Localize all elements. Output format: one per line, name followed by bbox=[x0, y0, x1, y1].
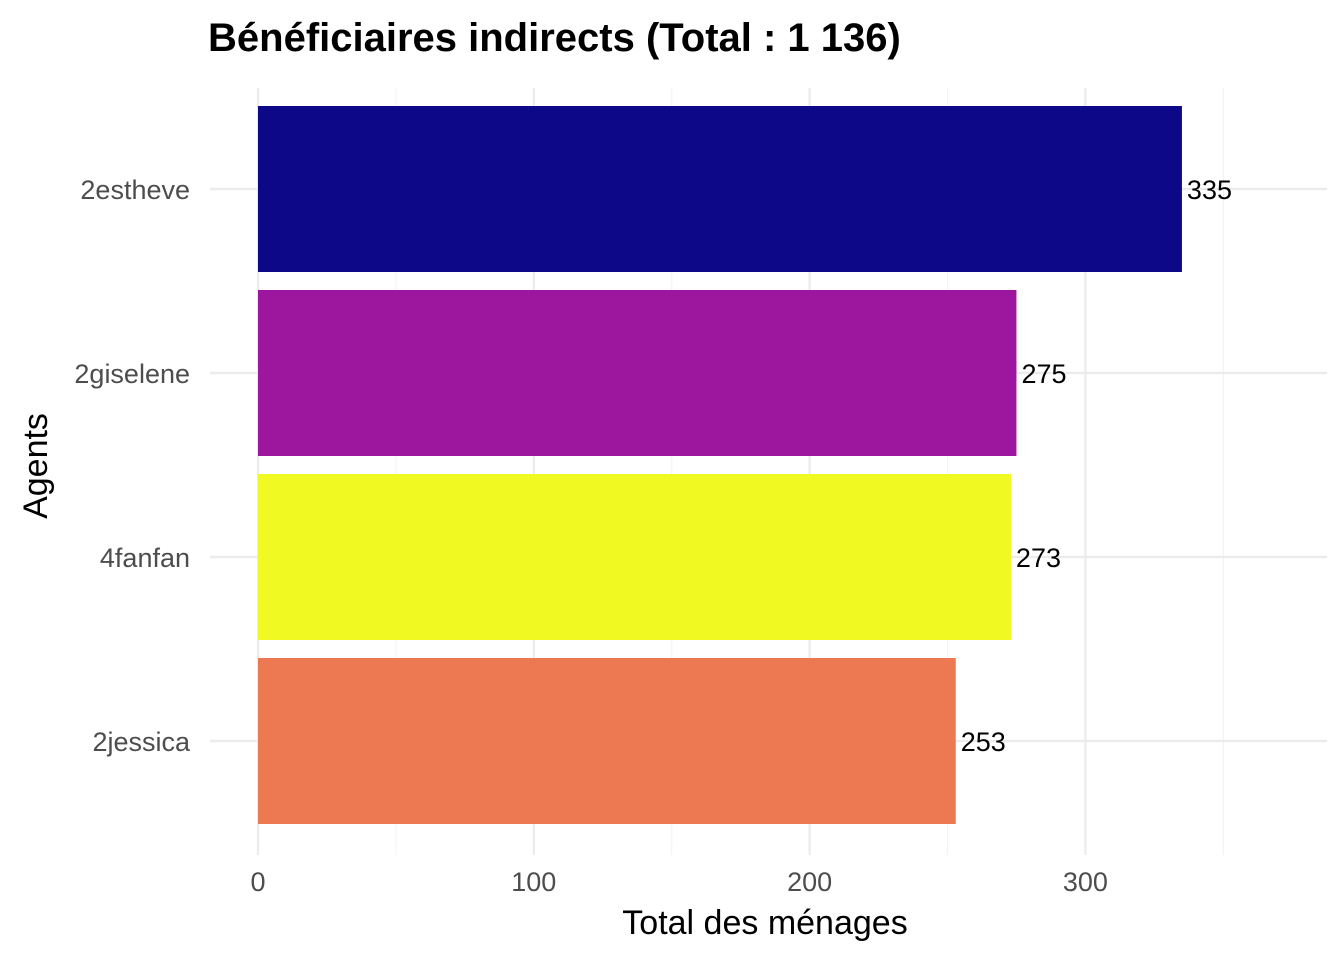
x-tick-label: 200 bbox=[787, 867, 832, 897]
data-labels: 335 275 273 253 bbox=[961, 175, 1232, 757]
bar-2giselene bbox=[258, 290, 1017, 456]
x-tick-label: 100 bbox=[511, 867, 556, 897]
y-tick-label: 2jessica bbox=[92, 727, 191, 757]
data-label: 273 bbox=[1016, 543, 1061, 573]
x-tick-label: 300 bbox=[1063, 867, 1108, 897]
bars bbox=[258, 106, 1182, 824]
y-axis-tick-labels: 2estheve 2giselene 4fanfan 2jessica bbox=[74, 175, 191, 757]
x-axis-tick-labels: 0 100 200 300 bbox=[250, 867, 1107, 897]
bar-2estheve bbox=[258, 106, 1182, 272]
x-axis-title: Total des ménages bbox=[622, 904, 907, 942]
data-label: 275 bbox=[1021, 359, 1066, 389]
bar-2jessica bbox=[258, 658, 956, 824]
bar-4fanfan bbox=[258, 474, 1011, 640]
y-tick-label: 2estheve bbox=[80, 175, 190, 205]
chart-title: Bénéficiaires indirects (Total : 1 136) bbox=[208, 16, 901, 60]
y-axis-title: Agents bbox=[17, 413, 55, 519]
data-label: 253 bbox=[961, 727, 1006, 757]
data-label: 335 bbox=[1187, 175, 1232, 205]
y-tick-label: 2giselene bbox=[74, 359, 190, 389]
y-tick-label: 4fanfan bbox=[100, 543, 190, 573]
x-tick-label: 0 bbox=[250, 867, 265, 897]
